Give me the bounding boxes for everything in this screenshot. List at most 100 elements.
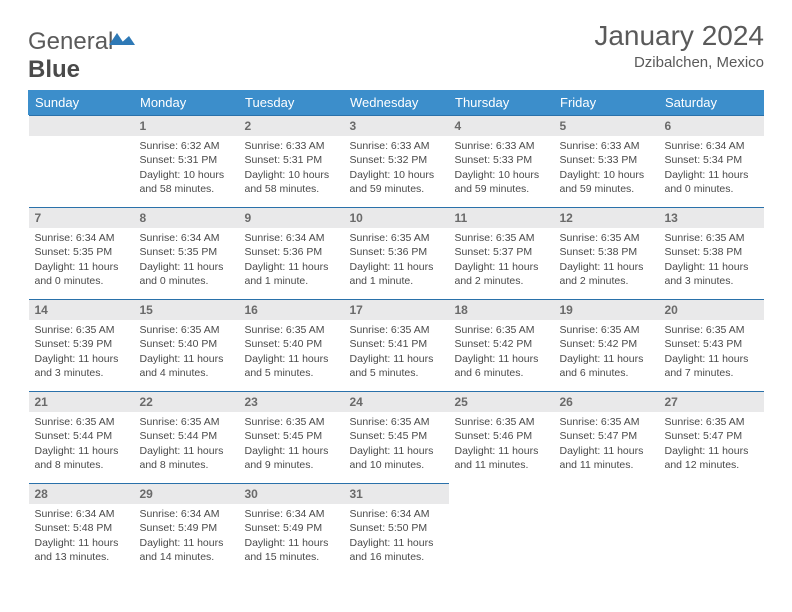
daylight-line: Daylight: 11 hours and 11 minutes. [455,444,548,472]
day-number: 7 [29,207,134,228]
daylight-line: Daylight: 11 hours and 16 minutes. [350,536,443,564]
sunset-line: Sunset: 5:32 PM [350,153,443,167]
sunset-line: Sunset: 5:33 PM [560,153,653,167]
sunset-line: Sunset: 5:49 PM [140,521,233,535]
sunrise-line: Sunrise: 6:34 AM [350,507,443,521]
day-number: 12 [554,207,659,228]
daylight-line: Daylight: 11 hours and 2 minutes. [455,260,548,288]
daylight-line: Daylight: 11 hours and 3 minutes. [35,352,128,380]
calendar-header-row: SundayMondayTuesdayWednesdayThursdayFrid… [29,91,764,115]
calendar-day-cell: 3Sunrise: 6:33 AMSunset: 5:32 PMDaylight… [344,115,449,208]
calendar-day-cell: 23Sunrise: 6:35 AMSunset: 5:45 PMDayligh… [239,391,344,483]
sunrise-line: Sunrise: 6:35 AM [140,415,233,429]
sunrise-line: Sunrise: 6:34 AM [245,507,338,521]
sunset-line: Sunset: 5:49 PM [245,521,338,535]
daylight-line: Daylight: 10 hours and 58 minutes. [140,168,233,196]
daylight-line: Daylight: 11 hours and 11 minutes. [560,444,653,472]
day-details: Sunrise: 6:33 AMSunset: 5:32 PMDaylight:… [344,136,449,202]
daylight-line: Daylight: 11 hours and 15 minutes. [245,536,338,564]
daylight-line: Daylight: 11 hours and 2 minutes. [560,260,653,288]
sunrise-line: Sunrise: 6:35 AM [35,415,128,429]
weekday-header: Friday [554,91,659,115]
day-number: 14 [29,299,134,320]
day-details: Sunrise: 6:35 AMSunset: 5:45 PMDaylight:… [239,412,344,478]
day-number: 11 [449,207,554,228]
sunrise-line: Sunrise: 6:32 AM [140,139,233,153]
sunset-line: Sunset: 5:45 PM [245,429,338,443]
sunset-line: Sunset: 5:31 PM [140,153,233,167]
day-details: Sunrise: 6:35 AMSunset: 5:37 PMDaylight:… [449,228,554,294]
sunrise-line: Sunrise: 6:35 AM [455,323,548,337]
sunset-line: Sunset: 5:45 PM [350,429,443,443]
daylight-line: Daylight: 10 hours and 59 minutes. [455,168,548,196]
brand-mark-icon [109,28,135,55]
calendar-day-cell: 8Sunrise: 6:34 AMSunset: 5:35 PMDaylight… [134,207,239,299]
sunrise-line: Sunrise: 6:35 AM [245,415,338,429]
calendar-day-cell: 26Sunrise: 6:35 AMSunset: 5:47 PMDayligh… [554,391,659,483]
day-details: Sunrise: 6:35 AMSunset: 5:46 PMDaylight:… [449,412,554,478]
daylight-line: Daylight: 11 hours and 1 minute. [245,260,338,288]
day-number: 30 [239,483,344,504]
calendar-day-cell [554,483,659,575]
day-number: 17 [344,299,449,320]
sunset-line: Sunset: 5:42 PM [560,337,653,351]
sunset-line: Sunset: 5:36 PM [350,245,443,259]
day-details: Sunrise: 6:35 AMSunset: 5:38 PMDaylight:… [554,228,659,294]
day-number: 15 [134,299,239,320]
daylight-line: Daylight: 11 hours and 12 minutes. [665,444,758,472]
calendar-day-cell: 15Sunrise: 6:35 AMSunset: 5:40 PMDayligh… [134,299,239,391]
weekday-header: Sunday [29,91,134,115]
weekday-header: Monday [134,91,239,115]
day-number: 24 [344,391,449,412]
daylight-line: Daylight: 11 hours and 7 minutes. [665,352,758,380]
calendar-day-cell: 10Sunrise: 6:35 AMSunset: 5:36 PMDayligh… [344,207,449,299]
sunrise-line: Sunrise: 6:35 AM [245,323,338,337]
sunrise-line: Sunrise: 6:35 AM [560,231,653,245]
weekday-header: Saturday [659,91,764,115]
daylight-line: Daylight: 10 hours and 58 minutes. [245,168,338,196]
daylight-line: Daylight: 11 hours and 10 minutes. [350,444,443,472]
month-title: January 2024 [594,20,764,52]
day-number: 2 [239,115,344,136]
day-number: 5 [554,115,659,136]
calendar-week-row: 7Sunrise: 6:34 AMSunset: 5:35 PMDaylight… [29,207,764,299]
day-details: Sunrise: 6:35 AMSunset: 5:44 PMDaylight:… [29,412,134,478]
sunset-line: Sunset: 5:46 PM [455,429,548,443]
sunset-line: Sunset: 5:41 PM [350,337,443,351]
sunrise-line: Sunrise: 6:35 AM [455,231,548,245]
day-number: 20 [659,299,764,320]
calendar-day-cell: 11Sunrise: 6:35 AMSunset: 5:37 PMDayligh… [449,207,554,299]
day-number: 13 [659,207,764,228]
sunset-line: Sunset: 5:35 PM [35,245,128,259]
brand-logo: GeneralBlue [28,20,135,84]
daylight-line: Daylight: 10 hours and 59 minutes. [560,168,653,196]
calendar-day-cell: 7Sunrise: 6:34 AMSunset: 5:35 PMDaylight… [29,207,134,299]
calendar-day-cell: 14Sunrise: 6:35 AMSunset: 5:39 PMDayligh… [29,299,134,391]
day-number: 28 [29,483,134,504]
weekday-header: Thursday [449,91,554,115]
daylight-line: Daylight: 11 hours and 8 minutes. [35,444,128,472]
weekday-header: Tuesday [239,91,344,115]
calendar-day-cell: 20Sunrise: 6:35 AMSunset: 5:43 PMDayligh… [659,299,764,391]
calendar-day-cell: 29Sunrise: 6:34 AMSunset: 5:49 PMDayligh… [134,483,239,575]
day-number: 4 [449,115,554,136]
day-number: 8 [134,207,239,228]
day-details: Sunrise: 6:35 AMSunset: 5:36 PMDaylight:… [344,228,449,294]
calendar-day-cell: 21Sunrise: 6:35 AMSunset: 5:44 PMDayligh… [29,391,134,483]
day-details: Sunrise: 6:34 AMSunset: 5:35 PMDaylight:… [29,228,134,294]
day-details: Sunrise: 6:35 AMSunset: 5:42 PMDaylight:… [554,320,659,386]
daylight-line: Daylight: 11 hours and 14 minutes. [140,536,233,564]
sunrise-line: Sunrise: 6:35 AM [350,231,443,245]
calendar-day-cell [449,483,554,575]
daylight-line: Daylight: 11 hours and 13 minutes. [35,536,128,564]
day-details: Sunrise: 6:34 AMSunset: 5:49 PMDaylight:… [134,504,239,570]
sunrise-line: Sunrise: 6:33 AM [455,139,548,153]
calendar-day-cell: 4Sunrise: 6:33 AMSunset: 5:33 PMDaylight… [449,115,554,208]
sunrise-line: Sunrise: 6:35 AM [665,231,758,245]
day-number: 31 [344,483,449,504]
calendar-day-cell: 18Sunrise: 6:35 AMSunset: 5:42 PMDayligh… [449,299,554,391]
sunset-line: Sunset: 5:50 PM [350,521,443,535]
sunset-line: Sunset: 5:37 PM [455,245,548,259]
sunrise-line: Sunrise: 6:35 AM [665,415,758,429]
day-number: 25 [449,391,554,412]
